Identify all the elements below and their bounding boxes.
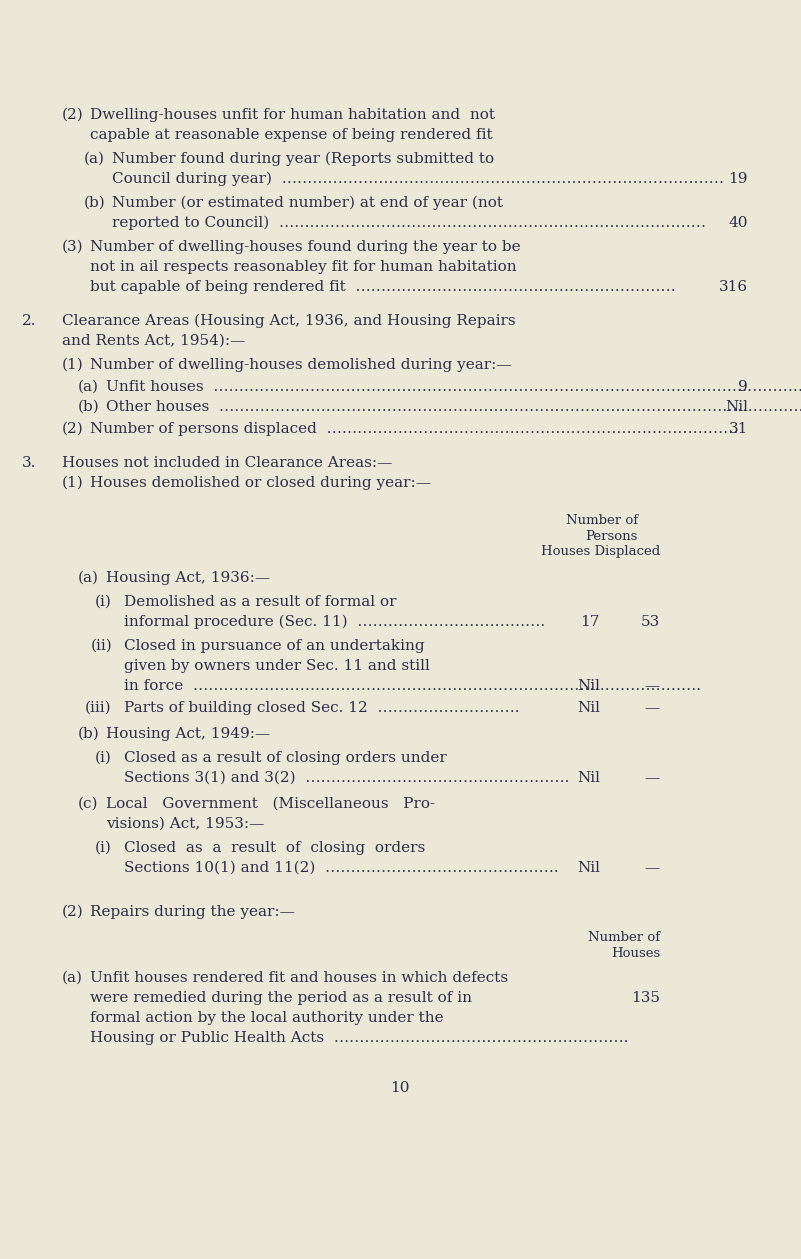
Text: visions) Act, 1953:—: visions) Act, 1953:— [106,817,264,831]
Text: 53: 53 [641,614,660,630]
Text: (b): (b) [78,400,100,414]
Text: capable at reasonable expense of being rendered fit: capable at reasonable expense of being r… [90,128,493,142]
Text: in force  ……………………………………………………………………………………….: in force …………………………………………………………………………………… [124,679,701,692]
Text: Dwelling-houses unfit for human habitation and  not: Dwelling-houses unfit for human habitati… [90,108,495,122]
Text: 10: 10 [390,1081,410,1095]
Text: Closed in pursuance of an undertaking: Closed in pursuance of an undertaking [124,640,425,653]
Text: (i): (i) [95,841,112,855]
Text: Nil: Nil [577,861,600,875]
Text: Houses demolished or closed during year:—: Houses demolished or closed during year:… [90,476,431,490]
Text: 9: 9 [739,380,748,394]
Text: Housing Act, 1936:—: Housing Act, 1936:— [106,572,270,585]
Text: not in ail respects reasonabley fit for human habitation: not in ail respects reasonabley fit for … [90,261,517,274]
Text: —: — [645,771,660,786]
Text: (a): (a) [84,152,105,166]
Text: (iii): (iii) [85,701,111,715]
Text: Nil: Nil [577,701,600,715]
Text: (1): (1) [62,358,84,371]
Text: Housing or Public Health Acts  ………………………………………………….: Housing or Public Health Acts …………………………… [90,1031,628,1045]
Text: Closed  as  a  result  of  closing  orders: Closed as a result of closing orders [124,841,425,855]
Text: 19: 19 [728,172,748,186]
Text: (3): (3) [62,240,83,254]
Text: 135: 135 [631,991,660,1005]
Text: Other houses  ………………………………………………………………………………………………………….: Other houses ………………………………………………………………………… [106,400,801,414]
Text: were remedied during the period as a result of in: were remedied during the period as a res… [90,991,472,1005]
Text: Number of: Number of [566,514,638,528]
Text: —: — [645,861,660,875]
Text: Demolished as a result of formal or: Demolished as a result of formal or [124,596,396,609]
Text: Houses: Houses [610,947,660,961]
Text: Number of: Number of [588,930,660,944]
Text: Unfit houses  ……………………………………………………………………………………………………………: Unfit houses ………………………………………………………………………… [106,380,801,394]
Text: 3.: 3. [22,456,36,470]
Text: Sections 10(1) and 11(2)  ……………………………………….: Sections 10(1) and 11(2) ………………………………………… [124,861,558,875]
Text: informal procedure (Sec. 11)  ……………………………….: informal procedure (Sec. 11) ……………………………… [124,614,545,630]
Text: but capable of being rendered fit  ………………………………………………………: but capable of being rendered fit ………………… [90,279,676,295]
Text: (b): (b) [84,196,106,210]
Text: —: — [645,679,660,692]
Text: Nil: Nil [725,400,748,414]
Text: 2.: 2. [22,313,37,329]
Text: (i): (i) [95,596,112,609]
Text: (b): (b) [78,726,100,742]
Text: Houses Displaced: Houses Displaced [541,545,660,558]
Text: (2): (2) [62,108,84,122]
Text: (1): (1) [62,476,84,490]
Text: Housing Act, 1949:—: Housing Act, 1949:— [106,726,270,742]
Text: 17: 17 [581,614,600,630]
Text: 316: 316 [718,279,748,295]
Text: Number of dwelling-houses found during the year to be: Number of dwelling-houses found during t… [90,240,521,254]
Text: (2): (2) [62,422,84,436]
Text: and Rents Act, 1954):—: and Rents Act, 1954):— [62,334,245,347]
Text: given by owners under Sec. 11 and still: given by owners under Sec. 11 and still [124,658,430,674]
Text: (ii): (ii) [91,640,113,653]
Text: Number (or estimated number) at end of year (not: Number (or estimated number) at end of y… [112,196,503,210]
Text: Persons: Persons [586,530,638,543]
Text: Repairs during the year:—: Repairs during the year:— [90,905,295,919]
Text: Number of persons displaced  ………………………………………………………………………: Number of persons displaced ………………………………… [90,422,739,436]
Text: Nil: Nil [577,771,600,786]
Text: (a): (a) [78,380,99,394]
Text: Houses not included in Clearance Areas:—: Houses not included in Clearance Areas:— [62,456,392,470]
Text: Local   Government   (Miscellaneous   Pro-: Local Government (Miscellaneous Pro- [106,797,435,811]
Text: Sections 3(1) and 3(2)  …………………………………………….: Sections 3(1) and 3(2) ……………………………………………… [124,771,570,786]
Text: (c): (c) [78,797,99,811]
Text: Unfit houses rendered fit and houses in which defects: Unfit houses rendered fit and houses in … [90,971,508,985]
Text: 40: 40 [728,217,748,230]
Text: Clearance Areas (Housing Act, 1936, and Housing Repairs: Clearance Areas (Housing Act, 1936, and … [62,313,516,329]
Text: Council during year)  ……………………………………………………………………………: Council during year) …………………………………………………… [112,172,724,186]
Text: formal action by the local authority under the: formal action by the local authority und… [90,1011,444,1025]
Text: Number found during year (Reports submitted to: Number found during year (Reports submit… [112,152,494,166]
Text: (2): (2) [62,905,84,919]
Text: Number of dwelling-houses demolished during year:—: Number of dwelling-houses demolished dur… [90,358,512,371]
Text: Nil: Nil [577,679,600,692]
Text: (a): (a) [78,572,99,585]
Text: Closed as a result of closing orders under: Closed as a result of closing orders und… [124,752,447,765]
Text: reported to Council)  …………………………………………………………………………: reported to Council) …………………………………………………… [112,217,706,230]
Text: 31: 31 [729,422,748,436]
Text: (a): (a) [62,971,83,985]
Text: Parts of building closed Sec. 12  ……………………….: Parts of building closed Sec. 12 …………………… [124,701,520,715]
Text: —: — [645,701,660,715]
Text: (i): (i) [95,752,112,765]
